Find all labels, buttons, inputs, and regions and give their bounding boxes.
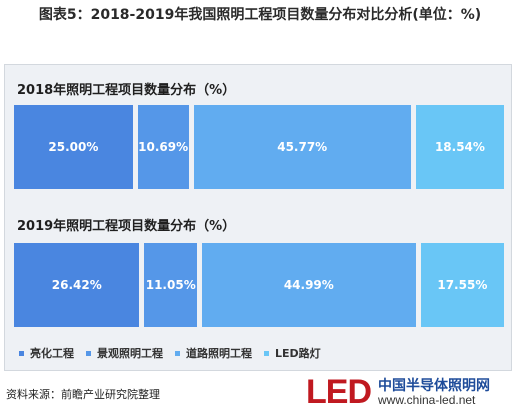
- bar-segment-2018-0: 25.00%: [14, 105, 133, 189]
- bar-segment-2019-0: 26.42%: [14, 243, 140, 327]
- data-label: 11.05%: [145, 278, 196, 292]
- legend-swatch: [19, 350, 24, 356]
- bar-segment-2019-3: 17.55%: [420, 243, 505, 327]
- legend-swatch: [175, 350, 180, 356]
- bar-segment-2018-3: 18.54%: [415, 105, 504, 189]
- legend-item: 道路照明工程: [175, 345, 252, 361]
- legend-swatch: [86, 350, 91, 356]
- bar-segment-2018-2: 45.77%: [193, 105, 411, 189]
- data-label: 44.99%: [283, 278, 334, 292]
- bar-segment-2019-2: 44.99%: [201, 243, 416, 327]
- legend-label: 道路照明工程: [186, 347, 252, 360]
- chart-panel: 2018年照明工程项目数量分布（%） 25.00% 10.69% 45.77% 18.…: [4, 64, 512, 371]
- legend-item: 景观照明工程: [86, 345, 163, 361]
- data-label: 18.54%: [434, 140, 485, 154]
- stacked-bar-2018: 25.00% 10.69% 45.77% 18.54%: [14, 105, 504, 189]
- bar-segment-2018-1: 10.69%: [137, 105, 189, 189]
- chart-title-2018: 2018年照明工程项目数量分布（%）: [17, 83, 236, 98]
- logo-url: www.china-led.net: [378, 393, 476, 407]
- data-label: 26.42%: [51, 278, 102, 292]
- legend-item: 亮化工程: [19, 345, 74, 361]
- source-note: 资料来源：前瞻产业研究院整理: [6, 388, 160, 401]
- data-label: 10.69%: [138, 140, 189, 154]
- logo-site-name: 中国半导体照明网: [378, 378, 490, 394]
- data-label: 17.55%: [437, 278, 488, 292]
- legend-label: 亮化工程: [30, 347, 74, 360]
- data-label: 25.00%: [48, 140, 99, 154]
- data-label: 45.77%: [277, 140, 328, 154]
- stacked-bar-2019: 26.42% 11.05% 44.99% 17.55%: [14, 243, 505, 327]
- logo-mark: LED: [306, 373, 372, 411]
- legend-label: LED路灯: [275, 347, 321, 360]
- legend-item: LED路灯: [264, 345, 321, 361]
- bar-segment-2019-1: 11.05%: [144, 243, 197, 327]
- chart-title-2019: 2019年照明工程项目数量分布（%）: [17, 219, 236, 234]
- china-led-logo: LED 中国半导体照明网 www.china-led.net: [306, 374, 516, 412]
- figure-title: 图表5：2018-2019年我国照明工程项目数量分布对比分析(单位：%): [38, 7, 482, 23]
- legend: 亮化工程 景观照明工程 道路照明工程 LED路灯: [19, 345, 321, 361]
- legend-swatch: [264, 350, 269, 356]
- legend-label: 景观照明工程: [97, 347, 163, 360]
